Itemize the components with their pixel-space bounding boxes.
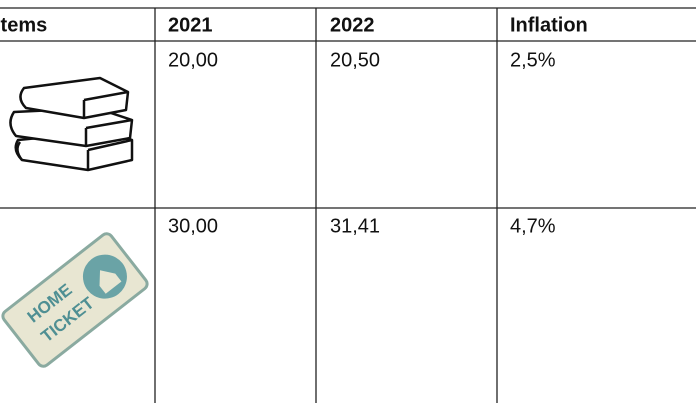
ticket-icon: HOME TICKET bbox=[0, 231, 149, 368]
cell: 20,00 bbox=[168, 49, 218, 71]
cell: 30,00 bbox=[168, 215, 218, 237]
header-cell: 2021 bbox=[168, 14, 213, 36]
books-icon bbox=[10, 78, 132, 170]
header-cell: Items bbox=[0, 14, 47, 36]
cell: 2,5% bbox=[510, 49, 556, 71]
header-cell: Inflation bbox=[510, 14, 588, 36]
table: Items 2021 2022 Inflation 20,00 20,50 2,… bbox=[0, 0, 696, 403]
cell: 31,41 bbox=[330, 215, 380, 237]
cell: 20,50 bbox=[330, 49, 380, 71]
header-cell: 2022 bbox=[330, 14, 375, 36]
cell: 4,7% bbox=[510, 215, 556, 237]
